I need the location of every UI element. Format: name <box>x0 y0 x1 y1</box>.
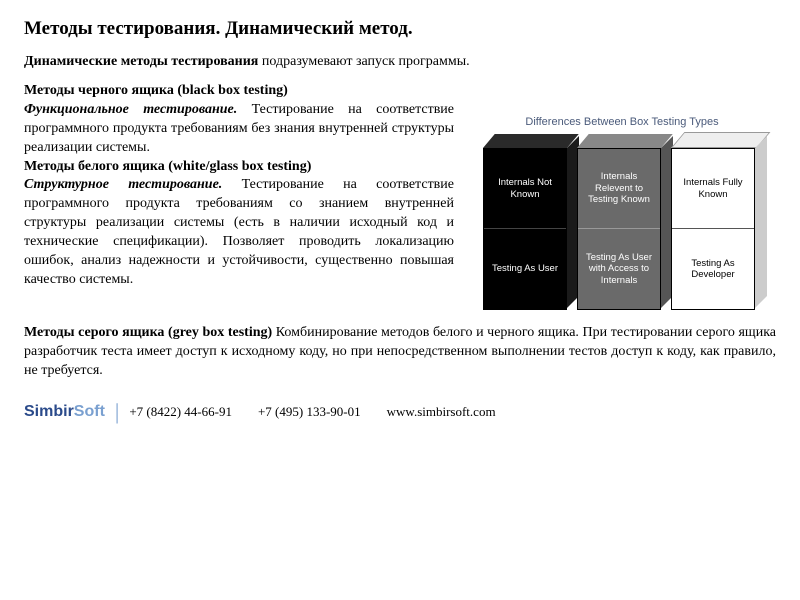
box-grey-bottom-label: Testing As User with Access to Internals <box>578 229 660 309</box>
box-white-top-label: Internals Fully Known <box>672 149 754 229</box>
page-title: Методы тестирования. Динамический метод. <box>24 18 776 40</box>
whitebox-subheading: Структурное тестирование. <box>24 177 222 192</box>
whitebox-body: Тестирование на соответствие программног… <box>24 177 454 286</box>
intro-paragraph: Динамические методы тестирования подразу… <box>24 54 776 70</box>
logo: SimbirSoft <box>24 403 105 421</box>
box-white: Internals Fully Known Testing As Develop… <box>671 134 761 310</box>
box-grey: Internals Relevent to Testing Known Test… <box>577 134 667 310</box>
box-black-top-label: Internals Not Known <box>484 149 566 229</box>
two-column-section: Методы черного ящика (black box testing)… <box>24 82 776 310</box>
blackbox-block: Методы черного ящика (black box testing)… <box>24 82 454 158</box>
logo-part2: Soft <box>74 403 105 420</box>
intro-bold: Динамические методы тестирования <box>24 54 258 69</box>
intro-rest: подразумевают запуск программы. <box>258 54 469 69</box>
whitebox-block: Методы белого ящика (white/glass box tes… <box>24 158 454 290</box>
divider: | <box>115 399 119 425</box>
phone-2: +7 (495) 133-90-01 <box>258 404 361 420</box>
whitebox-heading: Методы белого ящика (white/glass box tes… <box>24 159 311 174</box>
website-url: www.simbirsoft.com <box>387 404 496 420</box>
blackbox-subheading: Функциональное тестирование. <box>24 102 237 117</box>
blackbox-heading: Методы черного ящика (black box testing) <box>24 83 288 98</box>
box-white-bottom-label: Testing As Developer <box>672 229 754 309</box>
box-black: Internals Not Known Testing As User <box>483 134 573 310</box>
diagram-title: Differences Between Box Testing Types <box>468 116 776 128</box>
phone-1: +7 (8422) 44-66-91 <box>129 404 232 420</box>
logo-part1: Simbir <box>24 403 74 420</box>
footer: SimbirSoft | +7 (8422) 44-66-91 +7 (495)… <box>24 399 776 425</box>
text-column: Методы черного ящика (black box testing)… <box>24 82 454 310</box>
greybox-heading: Методы серого ящика (grey box testing) <box>24 325 272 340</box>
greybox-paragraph: Методы серого ящика (grey box testing) К… <box>24 324 776 381</box>
box-black-bottom-label: Testing As User <box>484 229 566 309</box>
boxes-row: Internals Not Known Testing As User Inte… <box>468 134 776 310</box>
diagram-column: Differences Between Box Testing Types In… <box>468 82 776 310</box>
box-grey-top-label: Internals Relevent to Testing Known <box>578 149 660 229</box>
